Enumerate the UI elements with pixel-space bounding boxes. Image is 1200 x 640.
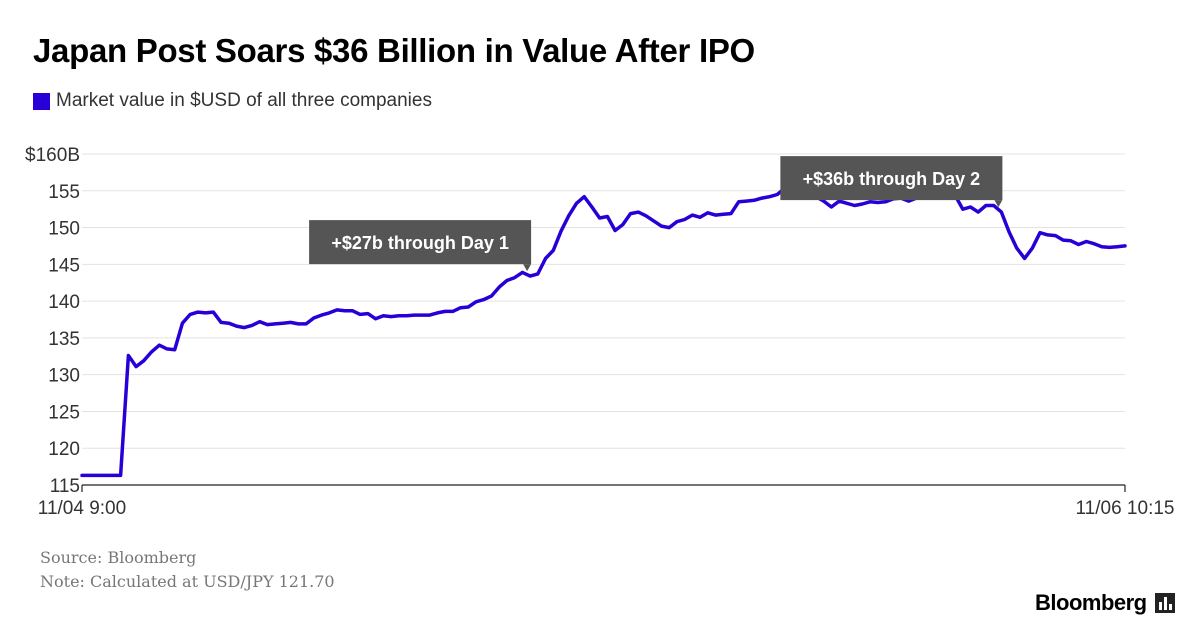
x-tick-label: 11/06 10:15 — [1076, 498, 1175, 519]
y-tick-label: 125 — [48, 402, 80, 423]
chart-title: Japan Post Soars $36 Billion in Value Af… — [33, 32, 755, 69]
y-tick-label: 150 — [48, 219, 80, 240]
calculation-note: Note: Calculated at USD/JPY 121.70 — [40, 572, 335, 591]
y-tick-label: 135 — [48, 329, 80, 350]
brand-name: Bloomberg — [1035, 590, 1147, 615]
legend-swatch — [33, 92, 50, 110]
y-tick-label: 130 — [48, 366, 80, 387]
annotation-box — [780, 156, 1003, 201]
series-layer — [80, 186, 1127, 478]
annotation-callout: +$36b through Day 2 — [780, 156, 1003, 208]
series-line — [80, 186, 1127, 478]
bar-chart-icon — [1154, 593, 1175, 613]
annotation-box — [309, 220, 532, 265]
gridlines — [82, 153, 1125, 449]
annotation-label: +$27b through Day 1 — [331, 233, 509, 253]
brand-logo: Bloomberg — [1035, 590, 1175, 616]
y-tick-label: $160B — [25, 145, 80, 166]
legend: Market value in $USD of all three compan… — [33, 90, 432, 112]
y-tick-label: 120 — [48, 439, 80, 460]
x-tick-label: 11/04 9:00 — [38, 498, 126, 519]
annotations: +$27b through Day 1 +$36b through Day 2 — [309, 156, 1003, 272]
annotation-pointer — [994, 200, 1003, 208]
legend-label: Market value in $USD of all three compan… — [56, 90, 432, 111]
y-tick-label: 115 — [50, 476, 80, 497]
y-tick-label: 155 — [48, 182, 80, 203]
y-axis-labels: 115 120 125 130 135 140 145 150 155 $160B — [25, 145, 80, 497]
annotation-label: +$36b through Day 2 — [803, 169, 981, 189]
y-tick-label: 140 — [48, 292, 80, 313]
annotation-callout: +$27b through Day 1 — [309, 220, 532, 272]
annotation-pointer — [523, 264, 532, 272]
source-note: Source: Bloomberg — [40, 548, 197, 567]
x-axis: 11/04 9:00 11/06 10:15 — [38, 484, 1175, 519]
y-tick-label: 145 — [48, 255, 80, 276]
